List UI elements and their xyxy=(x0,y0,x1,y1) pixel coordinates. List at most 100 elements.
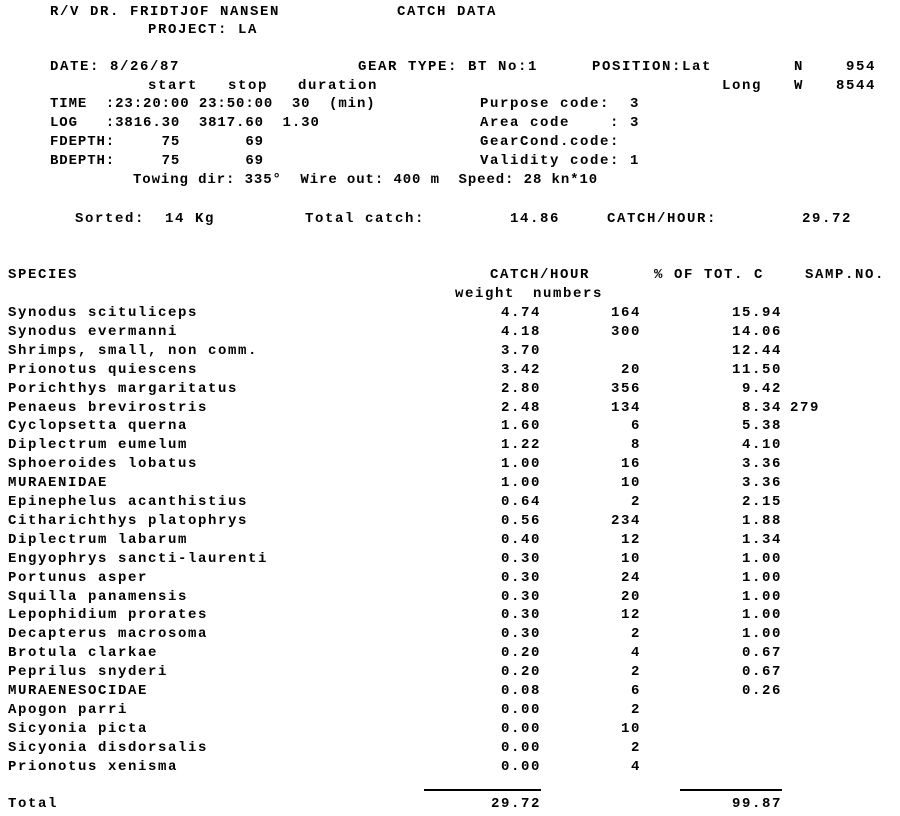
fdepth-row: FDEPTH: 75 69 xyxy=(50,134,264,150)
numbers: 356 xyxy=(610,380,641,397)
bdepth-row: BDEPTH: 75 69 xyxy=(50,153,264,169)
total-catch-value: 14.86 xyxy=(509,211,560,227)
lat-hemisphere: N xyxy=(794,59,805,75)
numbers: 4 xyxy=(630,758,641,775)
species-name: Prionotus quiescens xyxy=(8,361,199,378)
species-name: Lepophidium prorates xyxy=(8,607,209,624)
total-pct-rule xyxy=(680,789,782,791)
numbers: 164 xyxy=(610,305,641,321)
species-name: Porichthys margaritatus xyxy=(8,380,239,397)
time-column-headers: start stop duration xyxy=(148,78,379,94)
log-row: LOG :3816.30 3817.60 1.30 xyxy=(50,115,320,131)
species-name: Epinephelus acanthistius xyxy=(8,494,249,510)
weight: 0.00 xyxy=(500,739,541,756)
species-name: Brotula clarkae xyxy=(8,645,159,662)
weight: 0.20 xyxy=(500,664,541,681)
weight: 0.30 xyxy=(500,550,541,567)
species-name: Apogon parri xyxy=(8,701,129,718)
pct-total: 15.94 xyxy=(731,305,782,321)
numbers: 12 xyxy=(620,607,641,624)
pct-total: 3.36 xyxy=(741,475,782,492)
pct-total: 1.00 xyxy=(741,626,782,643)
species-name: Synodus evermanni xyxy=(8,323,179,340)
weight: 1.22 xyxy=(500,437,541,454)
numbers: 4 xyxy=(630,645,641,662)
date: DATE: 8/26/87 xyxy=(50,59,181,75)
species-name: Prionotus xenisma xyxy=(8,758,179,775)
weight: 0.64 xyxy=(500,494,541,510)
numbers: 20 xyxy=(620,588,641,605)
numbers: 234 xyxy=(610,512,641,529)
numbers: 10 xyxy=(620,720,641,737)
species-name: Decapterus macrosoma xyxy=(8,626,209,643)
document-title: CATCH DATA xyxy=(397,4,498,20)
header-pct-total: % OF TOT. C xyxy=(654,267,765,283)
species-name: Portunus asper xyxy=(8,569,149,586)
pct-total: 0.26 xyxy=(741,683,782,699)
long-label: Long xyxy=(722,78,763,94)
species-name: Diplectrum eumelum xyxy=(8,437,189,454)
weight: 1.00 xyxy=(500,475,541,492)
numbers: 8 xyxy=(630,437,641,454)
long-hemisphere: W xyxy=(794,78,805,94)
catch-hour-value: 29.72 xyxy=(801,211,852,227)
header-catch-hour: CATCH/HOUR xyxy=(490,267,591,283)
numbers: 2 xyxy=(630,664,641,681)
gearcond-code: GearCond.code: xyxy=(480,134,621,150)
numbers: 300 xyxy=(610,323,641,340)
species-name: Sicyonia picta xyxy=(8,720,149,737)
weight: 0.56 xyxy=(500,512,541,529)
towing-info: Towing dir: 335° Wire out: 400 m Speed: … xyxy=(133,172,599,188)
species-name: Peprilus snyderi xyxy=(8,664,169,681)
pct-total: 5.38 xyxy=(741,418,782,435)
header-samp-no: SAMP.NO. xyxy=(805,267,886,283)
species-name: Engyophrys sancti-laurenti xyxy=(8,550,269,567)
numbers: 24 xyxy=(620,569,641,586)
species-name: Synodus scituliceps xyxy=(8,305,199,321)
lat-value: 954 xyxy=(845,59,876,75)
pct-total: 0.67 xyxy=(741,645,782,662)
species-name: Diplectrum labarum xyxy=(8,531,189,548)
species-name: Shrimps, small, non comm. xyxy=(8,342,259,359)
pct-total: 1.00 xyxy=(741,588,782,605)
header-weight: weight xyxy=(455,286,516,302)
numbers: 2 xyxy=(630,494,641,510)
weight: 2.80 xyxy=(500,380,541,397)
weight: 0.30 xyxy=(500,626,541,643)
numbers: 10 xyxy=(620,475,641,492)
numbers: 10 xyxy=(620,550,641,567)
header-species: SPECIES xyxy=(8,267,79,283)
pct-total: 1.88 xyxy=(741,512,782,529)
pct-total: 1.00 xyxy=(741,607,782,624)
purpose-code: Purpose code: 3 xyxy=(480,96,641,112)
species-name: Cyclopsetta querna xyxy=(8,418,189,435)
species-name: Penaeus brevirostris xyxy=(8,399,209,416)
numbers: 20 xyxy=(620,361,641,378)
weight: 0.30 xyxy=(500,607,541,624)
samp-no: 279 xyxy=(789,399,820,416)
area-code: Area code : 3 xyxy=(480,115,641,131)
total-label: Total xyxy=(8,796,59,812)
pct-total: 2.15 xyxy=(741,494,782,510)
species-name: Citharichthys platophrys xyxy=(8,512,249,529)
weight: 1.60 xyxy=(500,418,541,435)
weight: 0.00 xyxy=(500,720,541,737)
weight: 0.30 xyxy=(500,588,541,605)
species-name: MURAENESOCIDAE xyxy=(8,683,149,699)
numbers: 2 xyxy=(630,739,641,756)
numbers: 2 xyxy=(630,701,641,718)
pct-total: 12.44 xyxy=(731,342,782,359)
vessel-name: R/V DR. FRIDTJOF NANSEN xyxy=(50,4,281,20)
weight: 4.18 xyxy=(500,323,541,340)
header-numbers: numbers xyxy=(533,286,604,302)
pct-total: 4.10 xyxy=(741,437,782,454)
numbers: 16 xyxy=(620,456,641,473)
total-weight-rule xyxy=(424,789,541,791)
weight: 1.00 xyxy=(500,456,541,473)
weight: 0.40 xyxy=(500,531,541,548)
species-name: Squilla panamensis xyxy=(8,588,189,605)
weight: 0.30 xyxy=(500,569,541,586)
pct-total: 1.34 xyxy=(741,531,782,548)
numbers: 2 xyxy=(630,626,641,643)
numbers: 134 xyxy=(610,399,641,416)
